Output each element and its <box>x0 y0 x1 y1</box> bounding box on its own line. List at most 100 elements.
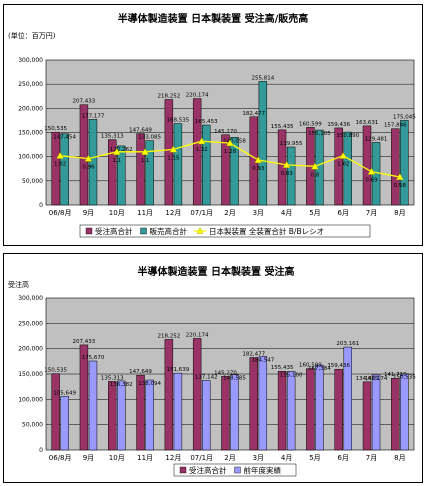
bar-data-label: 203,161 <box>336 341 359 347</box>
x-tick-label: 4月 <box>281 209 292 217</box>
chart-title: 半導体製造装置 日本製装置 受注高/販売高 <box>118 12 309 25</box>
bar-data-label: 105,649 <box>53 390 76 396</box>
y-axis-label: 受注高 <box>8 280 29 289</box>
bar-series-2 <box>371 374 381 451</box>
bar-series-2 <box>145 140 154 206</box>
bar-series-1 <box>306 368 315 451</box>
bar-series-2 <box>117 380 126 451</box>
ratio-data-label: 0.8 <box>311 172 320 178</box>
bar-data-label: 157,846 <box>384 123 407 129</box>
bar-data-label: 147,649 <box>129 128 152 134</box>
bar-series-2 <box>145 379 154 451</box>
chart-1-svg: 半導体製造装置 日本製装置 受注高/販売高 (単位：百万円) 0 50,000 100,… <box>8 12 416 238</box>
bar-data-label: 218,252 <box>157 94 180 100</box>
ratio-point <box>367 167 376 175</box>
ratio-point <box>197 137 206 145</box>
bar-series-1 <box>362 125 372 206</box>
ratio-data-label: 1.02 <box>54 162 66 168</box>
bar-data-label: 137,142 <box>195 375 218 381</box>
bar-series-1 <box>192 338 202 451</box>
bar-series-1 <box>51 373 60 451</box>
bar-data-label: 150,535 <box>393 375 416 381</box>
bar-series-2 <box>286 371 296 451</box>
bar-series-1 <box>51 131 60 206</box>
x-tick-label: 07/1月 <box>190 454 213 462</box>
x-tick-label: 06/8月 <box>49 209 72 217</box>
x-tick-label: 3月 <box>253 209 264 217</box>
x-tick-label: 11月 <box>137 209 153 217</box>
bar-series-1 <box>108 381 117 451</box>
x-tick-label: 12月 <box>165 454 181 462</box>
bar-data-label: 151,639 <box>167 367 190 373</box>
bar-data-label: 167,384 <box>308 366 331 372</box>
x-tick-label: 6月 <box>337 209 348 217</box>
y-tick-label: 150,000 <box>18 371 43 378</box>
ratio-point <box>169 145 178 153</box>
bar-series-2 <box>230 374 239 451</box>
bar-series-1 <box>221 134 230 206</box>
bar-data-label: 119,955 <box>280 141 303 147</box>
ratio-data-label: 0.69 <box>365 178 378 184</box>
legend-label: 受注高合計 <box>189 465 227 475</box>
x-tick-label: 8月 <box>394 454 405 462</box>
y-tick-label: 0 <box>39 447 43 454</box>
ratio-point <box>84 154 93 162</box>
bar-data-label: 135,313 <box>101 375 124 381</box>
ratio-data-label: 0.93 <box>252 166 265 172</box>
ratio-point <box>396 173 404 180</box>
legend-swatch <box>140 227 147 235</box>
ratio-point <box>141 147 149 155</box>
bar-series-2 <box>173 123 183 206</box>
bar-series-2 <box>286 146 296 206</box>
x-tick-label: 5月 <box>309 454 320 462</box>
bar-series-2 <box>258 356 268 451</box>
bar-data-label: 147,454 <box>53 135 76 141</box>
ratio-point <box>56 151 64 159</box>
bar-series-2 <box>60 133 69 206</box>
bar-data-label: 160,599 <box>299 363 322 369</box>
ratio-data-label: 1.28 <box>224 149 237 155</box>
bar-series-1 <box>192 98 202 206</box>
x-tick-label: 7月 <box>366 454 377 462</box>
x-tick-label: 07/1月 <box>190 209 213 217</box>
y-tick-label: 250,000 <box>18 81 43 88</box>
ratio-data-label: 0.58 <box>394 183 407 189</box>
bar-series-1 <box>334 127 343 206</box>
bar-data-label: 145,270 <box>214 129 237 135</box>
bar-data-label: 159,436 <box>327 363 350 369</box>
x-tick-label: 9月 <box>83 209 94 217</box>
x-tick-label: 3月 <box>253 454 264 462</box>
legend-swatch <box>85 227 93 235</box>
ratio-point <box>311 162 319 170</box>
x-tick-label: 10月 <box>109 209 125 217</box>
bar-series-2 <box>88 360 98 451</box>
ratio-point <box>226 139 234 147</box>
bar-data-label: 218,252 <box>157 333 180 339</box>
bar-series-2 <box>343 131 352 206</box>
bar-data-label: 220,174 <box>186 93 209 99</box>
chart-1-frame: 半導体製造装置 日本製装置 受注高/販売高 (単位：百万円) 0 50,000 100,… <box>3 4 423 246</box>
bar-data-label: 155,100 <box>280 372 303 378</box>
y-tick-label: 300,000 <box>18 295 43 302</box>
y-tick-label: 100,000 <box>18 396 43 403</box>
legend-box <box>79 224 371 238</box>
bar-data-label: 159,436 <box>327 122 350 128</box>
x-tick-label: 6月 <box>337 454 348 462</box>
bar-data-label: 175,045 <box>393 114 416 120</box>
y-tick-label: 200,000 <box>18 105 43 112</box>
bar-series-1 <box>136 374 145 451</box>
x-tick-label: 4月 <box>281 454 292 462</box>
bar-series-1 <box>79 344 89 451</box>
x-tick-label: 2月 <box>224 454 235 462</box>
bar-series-2 <box>173 372 183 451</box>
y-tick-label: 100,000 <box>18 154 43 161</box>
ratio-data-label: 1.1 <box>112 158 121 164</box>
bar-data-label: 148,585 <box>223 376 246 382</box>
ratio-data-label: 1.02 <box>337 162 349 168</box>
bar-data-label: 145,270 <box>214 370 237 376</box>
x-tick-label: 9月 <box>83 454 94 462</box>
bar-data-label: 150,890 <box>336 133 359 139</box>
legend-label: 日本製装置 全装置合計 B/Bレシオ <box>209 226 324 236</box>
bar-series-2 <box>202 124 211 206</box>
bar-data-label: 150,535 <box>44 126 67 132</box>
